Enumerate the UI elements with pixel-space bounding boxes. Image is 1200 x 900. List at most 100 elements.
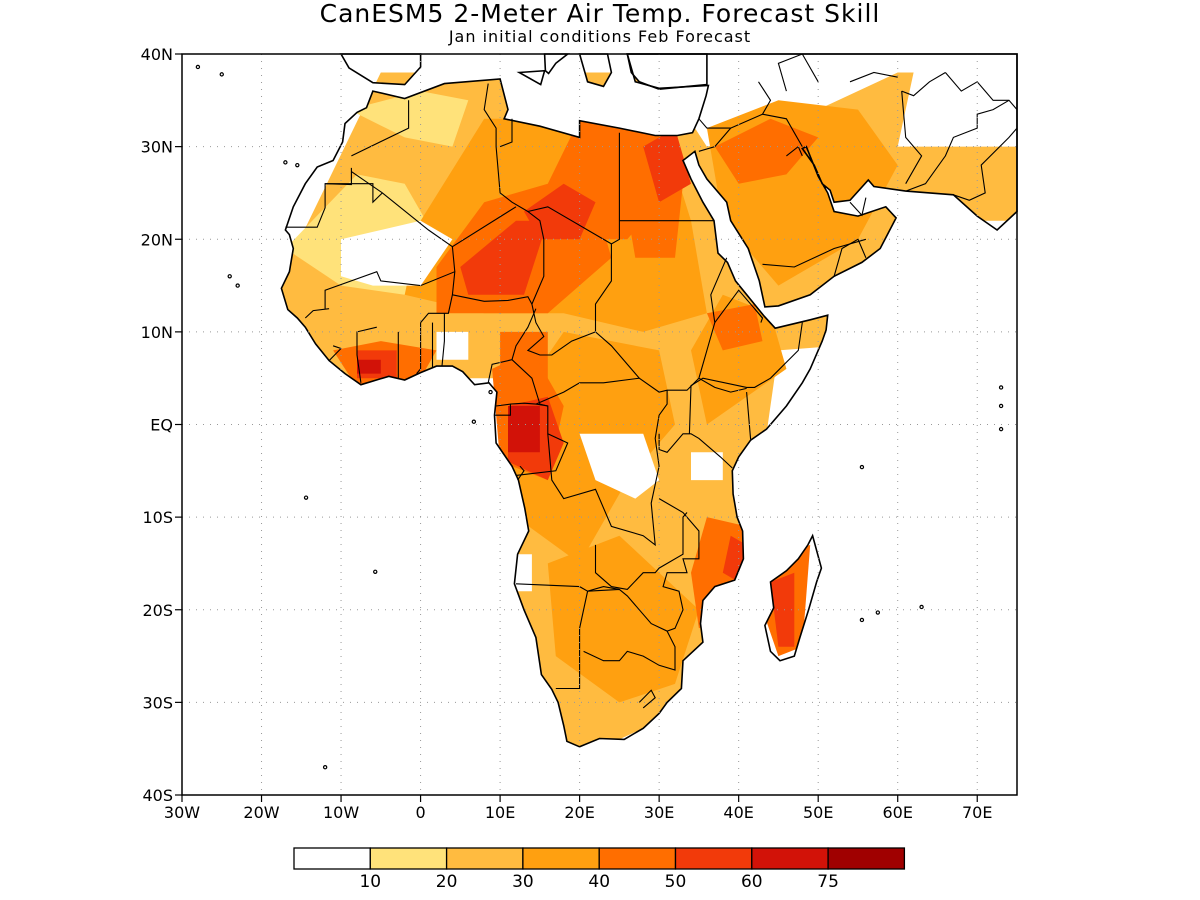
island-marker (373, 569, 378, 574)
skill-region (524, 183, 596, 240)
skill-region (508, 406, 540, 453)
coastline-segment (764, 533, 823, 662)
country-border (487, 308, 537, 383)
lon-tick-label: 30W (164, 803, 200, 822)
colorbar-label: 75 (817, 872, 839, 892)
colorbar-swatch (827, 847, 906, 870)
country-border (658, 498, 700, 632)
lon-tick-label: 30E (644, 803, 674, 822)
skill-region (341, 220, 453, 286)
country-border (351, 100, 410, 157)
lat-tick-label: 40N (141, 45, 173, 64)
lon-tick-label: 20W (243, 803, 279, 822)
country-border (416, 322, 422, 374)
island-marker (295, 162, 300, 168)
lat-tick-label: 20N (141, 230, 173, 249)
skill-region (897, 72, 1017, 147)
island-marker (219, 72, 224, 77)
island-marker (195, 64, 201, 70)
colorbar: 10 20 30 40 50 60 75 (293, 847, 906, 892)
lon-tick-label: 10W (323, 803, 359, 822)
island-marker (283, 160, 288, 165)
lon-tick-label: 10E (485, 803, 515, 822)
country-border (905, 99, 1010, 192)
country-border (325, 183, 383, 204)
colorbar-label: 40 (588, 872, 610, 892)
country-border (901, 72, 946, 97)
island-marker (875, 610, 881, 615)
country-border (777, 53, 819, 92)
lon-tick-label: 50E (803, 803, 833, 822)
island-marker (227, 274, 232, 279)
island-marker (488, 389, 493, 395)
lat-tick-label: EQ (150, 416, 173, 435)
lat-tick-label: 10S (142, 508, 173, 527)
lat-tick-label: 30S (142, 693, 173, 712)
country-border (547, 390, 668, 547)
colorbar-label: 20 (436, 872, 458, 892)
island-marker (322, 765, 328, 770)
lat-tick-label: 10N (141, 323, 173, 342)
colorbar-label: 60 (741, 872, 763, 892)
lat-tick-label: 30N (141, 138, 173, 157)
country-border (638, 689, 656, 709)
skill-region (770, 572, 795, 647)
colorbar-swatch (293, 847, 371, 870)
country-border (746, 392, 752, 440)
country-border (594, 132, 728, 393)
country-border (849, 71, 898, 83)
country-border (688, 322, 803, 434)
skill-region (579, 433, 660, 499)
lon-tick-label: 40E (723, 803, 753, 822)
lon-tick-label: 70E (962, 803, 992, 822)
colorbar-swatch (674, 847, 753, 870)
country-border (285, 167, 352, 228)
island-marker (998, 426, 1004, 432)
country-border (535, 377, 640, 405)
island-marker (919, 604, 924, 610)
country-border (849, 197, 867, 217)
country-border (762, 113, 803, 147)
country-border (594, 512, 688, 590)
skill-region (357, 359, 381, 374)
country-border (754, 308, 764, 323)
skill-region (706, 304, 763, 351)
country-border (483, 83, 529, 212)
country-border (953, 127, 1018, 201)
lat-tick-label: 40S (142, 786, 173, 805)
country-border (452, 206, 517, 248)
colorbar-label: 10 (359, 872, 381, 892)
chart-subtitle: Jan initial conditions Feb Forecast (448, 27, 752, 46)
island-marker (303, 495, 309, 500)
country-border (441, 313, 445, 367)
island-marker (471, 419, 477, 424)
country-border (420, 271, 456, 323)
island-marker (859, 464, 865, 470)
colorbar-swatch (445, 847, 524, 870)
country-border (901, 91, 923, 184)
colorbar-swatch (522, 847, 600, 870)
country-border (324, 171, 456, 309)
skill-region (547, 535, 699, 703)
lon-tick-label: 60E (882, 803, 912, 822)
coastline-segment (516, 69, 546, 86)
colorbar-swatch (369, 847, 448, 870)
country-border (762, 238, 867, 268)
country-border (658, 433, 733, 469)
colorbar-label: 50 (665, 872, 687, 892)
lon-tick-label: 0 (415, 803, 425, 822)
country-border (510, 402, 569, 476)
island-marker (998, 385, 1004, 390)
skill-region (436, 331, 469, 360)
country-border (304, 308, 330, 319)
skill-region (714, 118, 819, 184)
country-borders (285, 53, 1018, 709)
island-marker (235, 283, 240, 288)
colorbar-label: 30 (512, 872, 534, 892)
lat-tick-label: 20S (142, 601, 173, 620)
island-marker (998, 403, 1004, 409)
country-border (499, 118, 513, 148)
country-border (579, 588, 676, 671)
